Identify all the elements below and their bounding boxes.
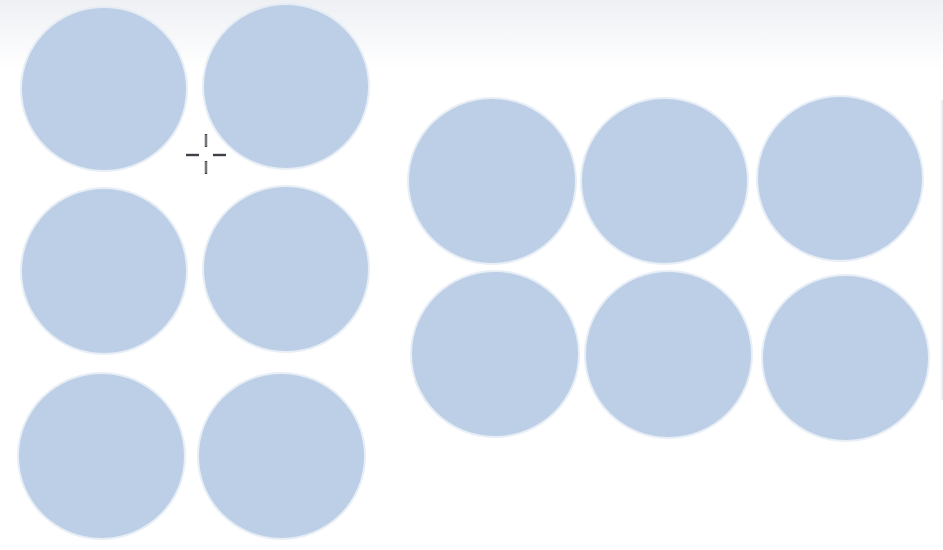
move-crosshair-icon (186, 134, 226, 174)
circle-shape[interactable] (199, 374, 364, 538)
circle-shape[interactable] (582, 99, 747, 263)
circle-shape[interactable] (409, 99, 575, 263)
circle-shape[interactable] (758, 97, 922, 260)
circle-shape[interactable] (22, 189, 186, 353)
circle-shape[interactable] (412, 272, 578, 436)
circle-shape[interactable] (19, 374, 184, 538)
circle-shape[interactable] (763, 276, 928, 440)
circle-shape[interactable] (204, 5, 368, 168)
circle-shape[interactable] (586, 272, 751, 437)
circle-shape[interactable] (22, 8, 186, 170)
right-edge-shadow (940, 100, 943, 400)
circle-shape[interactable] (204, 187, 368, 351)
